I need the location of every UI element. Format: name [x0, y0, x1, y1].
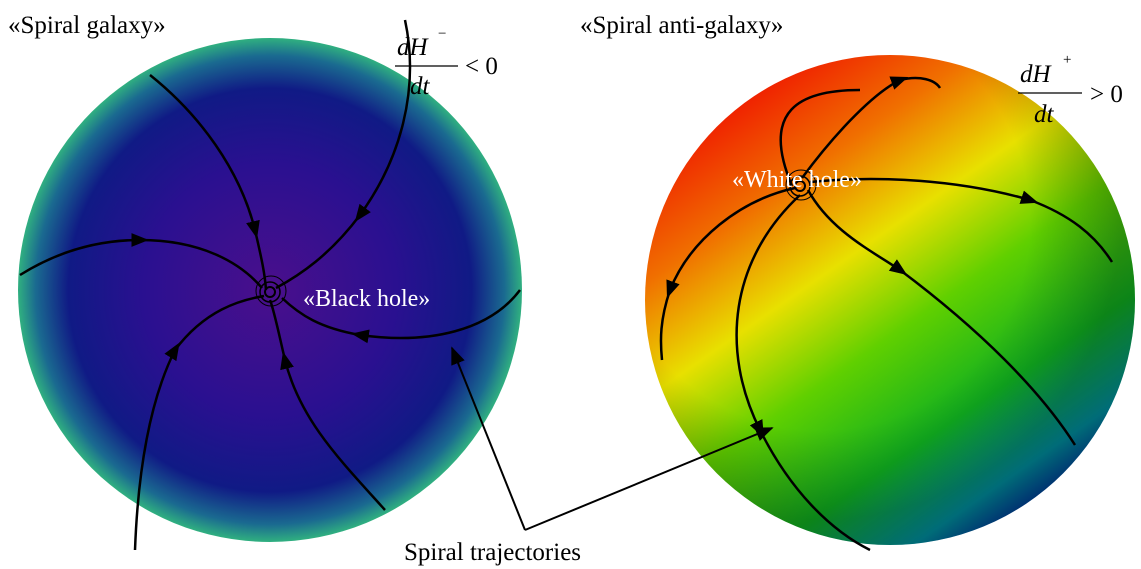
- right-title: «Spiral anti-galaxy»: [580, 12, 783, 39]
- center-label: «Black hole»: [303, 286, 430, 312]
- formula-superscript: +: [1063, 52, 1071, 68]
- formula-denominator: dt: [410, 73, 431, 100]
- center-label: «White hole»: [732, 167, 862, 193]
- formula-denominator: dt: [1034, 101, 1055, 128]
- figure: «Spiral galaxy» dH − dt < 0 «Black hole»…: [0, 0, 1141, 569]
- left-title: «Spiral galaxy»: [8, 12, 166, 39]
- caption: Spiral trajectories: [404, 539, 581, 566]
- sphere-shading: [645, 55, 1135, 545]
- formula-relation: > 0: [1090, 81, 1123, 108]
- galaxy-disk: [18, 38, 522, 542]
- formula-superscript: −: [438, 26, 446, 42]
- formula-relation: < 0: [465, 53, 498, 80]
- formula-numerator: dH: [397, 34, 430, 61]
- formula-numerator: dH: [1020, 61, 1053, 88]
